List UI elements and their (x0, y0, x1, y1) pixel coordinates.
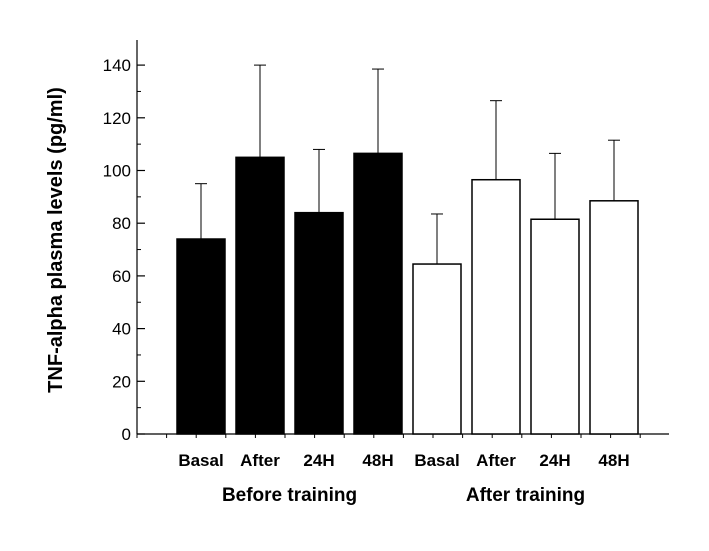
x-tick-label: 48H (598, 451, 629, 470)
x-tick-label: After (240, 451, 280, 470)
x-tick-label: 48H (362, 451, 393, 470)
bar (235, 156, 285, 435)
y-tick-label: 0 (122, 425, 131, 444)
y-tick-label: 60 (112, 267, 131, 286)
x-tick-label: 24H (303, 451, 334, 470)
y-axis: 0 20 40 60 80 100 120 140 (103, 40, 145, 444)
y-tick-label: 140 (103, 56, 131, 75)
category-labels: Basal After 24H 48H Before training Basal Afte… (178, 451, 629, 506)
y-tick-label: 20 (112, 372, 131, 391)
y-tick-label: 40 (112, 320, 131, 339)
x-tick-label: 24H (539, 451, 570, 470)
bar (176, 238, 226, 435)
y-tick-label: 100 (103, 162, 131, 181)
bar (294, 211, 344, 435)
y-tick-label: 80 (112, 214, 131, 233)
group-label: Before training (222, 485, 357, 506)
y-tick-label: 120 (103, 109, 131, 128)
group-label: After training (466, 485, 585, 506)
y-axis-title: TNF-alpha plasma levels (pg/ml) (45, 87, 67, 393)
x-tick-label: After (476, 451, 516, 470)
bar (412, 263, 462, 435)
x-tick-label: Basal (178, 451, 223, 470)
x-tick-label: Basal (414, 451, 459, 470)
bar (589, 200, 639, 435)
bar (471, 178, 521, 435)
bars (176, 64, 639, 435)
bar (530, 218, 580, 435)
bar (353, 152, 403, 435)
